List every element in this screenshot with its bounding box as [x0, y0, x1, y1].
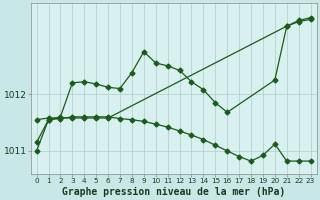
X-axis label: Graphe pression niveau de la mer (hPa): Graphe pression niveau de la mer (hPa)	[62, 186, 285, 197]
